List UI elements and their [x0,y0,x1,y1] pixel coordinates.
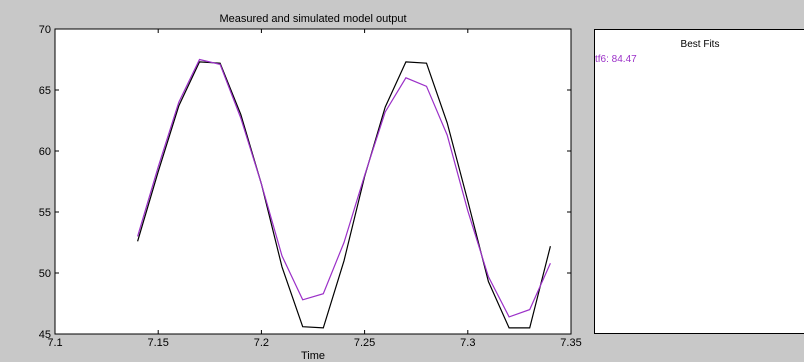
chart-title: Measured and simulated model output [219,13,406,25]
y-tick-label: 50 [39,268,51,280]
axes-box [54,28,572,335]
y-tick-label: 45 [39,329,51,341]
y-tick-label: 60 [39,146,51,158]
x-tick-label: 7.3 [460,337,475,349]
x-tick-label: 7.15 [147,337,168,349]
x-tick-label: 7.1 [47,337,62,349]
x-axis-label: Time [301,350,325,362]
best-fits-title: Best Fits [680,39,720,50]
fit-entry-tf6[interactable]: tf6: 84.47 [595,54,637,65]
x-tick-label: 7.25 [354,337,375,349]
series-line-simulated [137,58,551,318]
best-fits-panel: Best Fits tf6: 84.47 [594,29,804,334]
x-tick-label: 7.35 [560,337,581,349]
y-tick-label: 65 [39,85,51,97]
y-tick-label: 70 [39,24,51,36]
y-tick-label: 55 [39,207,51,219]
x-tick-label: 7.2 [254,337,269,349]
